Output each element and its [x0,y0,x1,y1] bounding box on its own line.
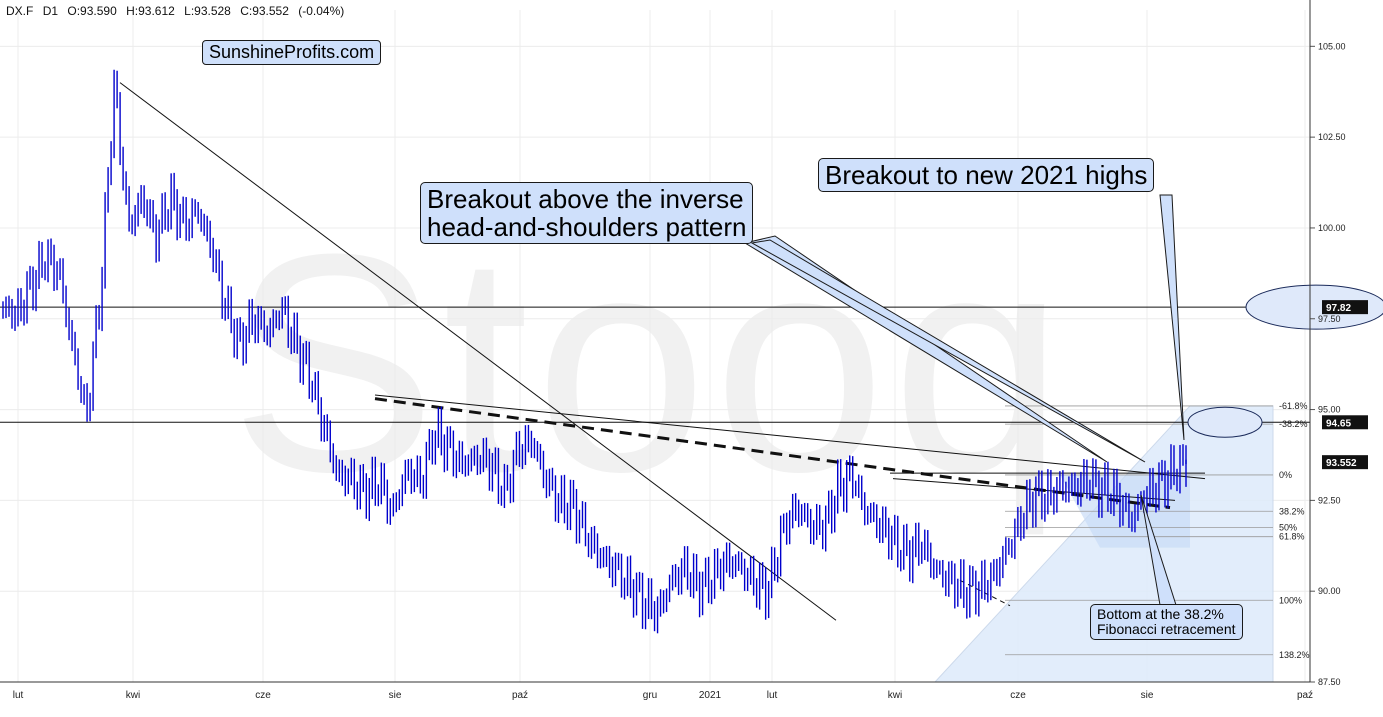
interval-label: D1 [42,4,59,18]
open-value: O:93.590 [67,4,117,18]
price-marker-label: 94.65 [1326,418,1351,429]
x-tick-label: sie [389,690,402,701]
chart-header: DX.F D1 O:93.590 H:93.612 L:93.528 C:93.… [6,4,350,18]
fibonacci-level-label: 38.2% [1279,506,1305,516]
x-tick-label: kwi [888,690,902,701]
y-tick-label: 87.50 [1318,677,1341,687]
price-marker-box [1322,455,1368,470]
fibonacci-level-label: -38.2% [1279,419,1308,429]
fibonacci-level-label: 50% [1279,523,1297,533]
x-tick-label: 2021 [699,690,722,701]
low-value: L:93.528 [184,4,231,18]
ihs-callout-line-1: Breakout above the inverse [427,184,744,214]
fibonacci-level-label: 61.8% [1279,532,1305,542]
price-marker-label: 97.82 [1326,303,1351,314]
fibonacci-level-label: 100% [1279,595,1302,605]
x-tick-label: paź [512,690,528,701]
ihs-callout-pointer [743,235,1108,463]
highs-callout-pointer [1159,194,1185,441]
y-tick-label: 97.50 [1318,314,1341,324]
price-marker-box [1322,415,1368,430]
trend-line [892,478,1176,501]
close-value: C:93.552 [240,4,289,18]
level-ellipse [1245,284,1383,330]
x-tick-label: cze [1010,690,1026,701]
change-value: (-0.04%) [298,4,345,18]
high-value: H:93.612 [126,4,175,18]
ihs-callout-line-2: head-and-shoulders pattern [427,212,747,243]
y-tick-label: 105.00 [1318,41,1346,51]
y-tick-label: 102.50 [1318,132,1346,142]
y-tick-label: 90.00 [1318,586,1341,596]
x-tick-label: lut [13,690,24,701]
y-tick-label: 100.00 [1318,223,1346,233]
price-marker-box [1322,300,1368,315]
x-tick-label: kwi [126,690,140,701]
fibonacci-level-label: -61.8% [1279,401,1308,411]
fib-bottom-callout: Bottom at the 38.2% Fibonacci retracemen… [1090,604,1243,641]
x-tick-label: cze [255,690,271,701]
y-tick-label: 92.50 [1318,495,1341,505]
trend-line [374,394,1206,480]
x-tick-label: lut [767,690,778,701]
trend-line [119,82,837,621]
ihs-callout-pointer [750,239,1146,463]
y-tick-label: 95.00 [1318,405,1341,415]
brand-label: SunshineProfits.com [202,40,382,65]
fib-callout-line-1: Bottom at the 38.2% [1097,606,1224,622]
level-ellipse [1187,406,1263,438]
symbol-label: DX.F [6,4,34,18]
fib-callout-line-2: Fibonacci retracement [1097,621,1236,638]
price-marker-label: 93.552 [1326,458,1357,469]
fibonacci-level-label: 0% [1279,470,1292,480]
fibonacci-level-label: 138.2% [1279,650,1310,660]
ihs-breakout-callout: Breakout above the inverse head-and-shou… [420,182,754,245]
new-highs-callout-text: Breakout to new 2021 highs [825,160,1148,190]
x-tick-label: gru [643,690,657,701]
new-highs-callout: Breakout to new 2021 highs [818,158,1155,193]
x-tick-label: sie [1141,690,1154,701]
x-tick-label: paź [1297,690,1313,701]
